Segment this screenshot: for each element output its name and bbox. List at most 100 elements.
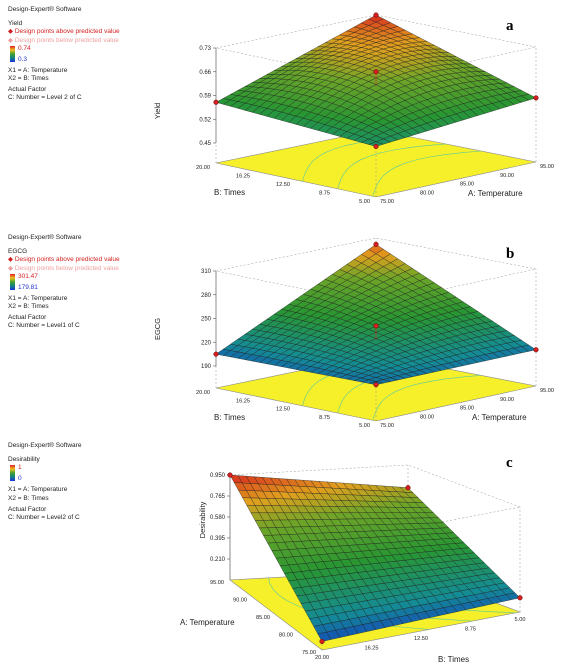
y-tick-label: 20.00 [315, 655, 329, 661]
color-scale-min: 0.3 [18, 55, 28, 63]
floor-contour-line [372, 150, 482, 197]
x-tick-label: 80.00 [420, 414, 434, 420]
z-tick-label: 0.950 [210, 473, 226, 479]
x-tick-label: 80.00 [420, 190, 434, 196]
number-level: C: Number = Level2 of C [8, 514, 80, 522]
x-axis-label: A: Temperature [180, 618, 235, 627]
color-scale-max: 301.47 [18, 272, 38, 280]
z-tick-label: 220 [201, 340, 212, 346]
floor-contour-line [372, 375, 482, 421]
y-axis-label: B: Times [214, 413, 245, 422]
x-tick-label: 75.00 [380, 199, 394, 205]
x2-factor: X2 = B: Times [8, 303, 49, 311]
color-scale: 301.47 179.81 [8, 272, 120, 292]
x-axis-label: A: Temperature [472, 413, 527, 422]
x-tick-label: 95.00 [540, 164, 554, 170]
design-point [533, 95, 539, 101]
x-tick-label: 80.00 [279, 633, 293, 639]
z-tick-label: 190 [201, 364, 212, 370]
color-scale: 0.74 0.3 [8, 44, 120, 64]
y-tick-label: 12.50 [414, 636, 428, 642]
floor-contour-line [337, 143, 446, 189]
x1-factor: X1 = A: Temperature [8, 486, 68, 494]
legend-a: Design-Expert® Software Yield ◆ Design p… [8, 6, 120, 103]
number-level: C: Number = Level 2 of C [8, 94, 82, 102]
x-tick-label: 90.00 [500, 173, 514, 179]
x-tick-label: 75.00 [302, 650, 316, 656]
color-scale-min: 0 [18, 475, 22, 483]
above-points-legend: ◆ Design points above predicted value [8, 28, 120, 36]
z-tick-label: 0.210 [210, 557, 226, 563]
design-point [319, 638, 325, 645]
actual-factor-label: Actual Factor [8, 314, 47, 322]
z-axis-label: Desirability [198, 501, 207, 538]
color-scale-min: 179.81 [18, 283, 38, 291]
design-point [517, 595, 523, 601]
design-point [373, 241, 379, 247]
surface-plot-egcg: 190 220 250 280 310 EGCG 75.00 80.00 85.00 90.00 9… [153, 237, 554, 429]
below-points-legend: ◆ Design points below predicted value [8, 264, 119, 272]
x-tick-label: 85.00 [460, 182, 474, 188]
y-tick-label: 8.75 [465, 627, 476, 633]
surface-cell [505, 592, 521, 600]
z-tick-label: 0.59 [199, 94, 211, 100]
design-point [373, 12, 379, 18]
x2-factor: X2 = B: Times [8, 494, 49, 502]
y-tick-label: 8.75 [319, 191, 330, 197]
actual-factor-label: Actual Factor [8, 505, 47, 513]
y-tick-label: 12.50 [276, 182, 290, 188]
z-tick-label: 0.580 [210, 515, 226, 521]
x2-factor: X2 = B: Times [8, 75, 49, 83]
design-point [373, 143, 379, 150]
color-scale-bar [10, 45, 15, 62]
z-axis-label: EGCG [153, 318, 162, 340]
legend-c: Design-Expert® Software Desirability 1 0… [8, 442, 81, 522]
color-scale-max: 0.74 [18, 44, 31, 52]
x-tick-label: 85.00 [460, 406, 474, 412]
design-point [533, 347, 539, 353]
y-tick-label: 16.25 [365, 646, 379, 652]
y-tick-label: 12.50 [276, 407, 290, 413]
design-point [405, 485, 411, 491]
legend-b: Design-Expert® Software EGCG ◆ Design po… [8, 234, 120, 331]
z-tick-label: 250 [201, 317, 212, 323]
y-tick-label: 5.00 [359, 199, 370, 205]
response-label: Desirability [8, 456, 40, 464]
z-axis-label: Yield [153, 103, 162, 119]
x-tick-label: 85.00 [256, 615, 270, 621]
panel-letter-a: a [506, 18, 514, 34]
z-tick-label: 310 [201, 269, 212, 275]
design-point [213, 99, 219, 105]
z-tick-label: 0.395 [210, 536, 226, 542]
response-label: EGCG [8, 248, 28, 256]
software-label: Design-Expert® Software [8, 442, 82, 449]
z-tick-label: 0.66 [199, 70, 211, 76]
y-tick-label: 20.00 [196, 390, 210, 396]
y-tick-label: 16.25 [236, 174, 250, 180]
x1-factor: X1 = A: Temperature [8, 66, 68, 74]
above-points-legend: ◆ Design points above predicted value [8, 256, 120, 264]
color-scale-max: 1 [18, 464, 22, 472]
z-tick-label: 280 [201, 293, 212, 299]
y-tick-label: 5.00 [515, 617, 526, 623]
z-tick-label: 0.52 [199, 117, 211, 123]
x-tick-label: 95.00 [540, 388, 554, 394]
z-tick-label: 0.765 [210, 494, 226, 500]
surface-plot-yield: 0.45 0.52 0.59 0.66 0.73 Yield 75.00 80.00 85.00… [153, 12, 554, 205]
panel-letter-c: c [506, 455, 513, 471]
y-axis-label: B: Times [214, 188, 245, 197]
x-tick-label: 75.00 [380, 423, 394, 429]
design-point [227, 472, 233, 478]
software-label: Design-Expert® Software [8, 234, 82, 241]
panel-letter-b: b [506, 246, 515, 262]
y-axis-label: B: Times [438, 655, 469, 664]
box-top-outline [215, 237, 537, 305]
x-tick-label: 90.00 [500, 397, 514, 403]
software-label: Design-Expert® Software [8, 6, 82, 13]
x-axis-label: A: Temperature [468, 189, 523, 198]
x1-factor: X1 = A: Temperature [8, 294, 68, 302]
design-point [213, 351, 219, 357]
actual-factor-label: Actual Factor [8, 86, 47, 94]
y-tick-label: 16.25 [236, 398, 250, 404]
